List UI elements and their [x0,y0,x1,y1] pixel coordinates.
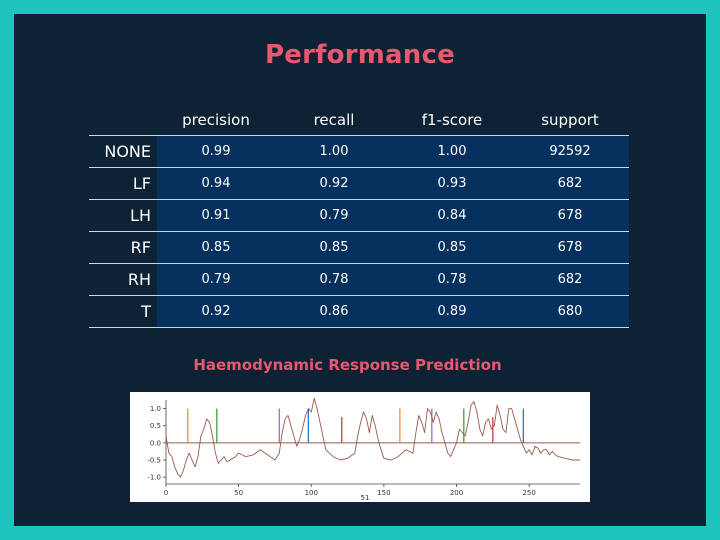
row-label: RF [130,238,151,257]
cell-f1-score: 1.00 [393,135,511,168]
cell-precision: 0.85 [157,231,275,264]
prediction-chart-svg: 1.0 0.5 0.0 -0.5 -1.00 50 100 150 200 250 51 [147,397,580,502]
slide-title: Performance [265,40,455,70]
table-row: LH 0.91 0.79 0.84 678 [89,199,629,232]
cell-support: 682 [511,167,629,200]
table-corner [89,104,157,136]
cell-f1-score: 0.85 [393,231,511,264]
cell-recall: 0.86 [275,295,393,328]
cell-support: 682 [511,263,629,296]
column-header-f1-score: f1-score [421,110,483,129]
column-header-precision: precision [182,110,250,129]
row-label: LH [130,206,151,225]
chart-subtitle: Haemodynamic Response Prediction [193,356,502,374]
x-tick-label: 200 [450,489,463,497]
cell-support: 680 [511,295,629,328]
cell-recall: 0.85 [275,231,393,264]
table-row: RF 0.85 0.85 0.85 678 [89,231,629,264]
cell-precision: 0.94 [157,167,275,200]
cell-precision: 0.99 [157,135,275,168]
cell-f1-score: 0.84 [393,199,511,232]
cell-f1-score: 0.78 [393,263,511,296]
x-tick-label: 0 [164,489,168,497]
y-tick-label: 1.0 [150,405,161,413]
y-tick-label: -0.5 [147,457,161,465]
cell-recall: 0.79 [275,199,393,232]
y-tick-label: -1.0 [147,474,161,482]
cell-support: 678 [511,199,629,232]
prediction-chart: 1.0 0.5 0.0 -0.5 -1.0 0 50 100 150 200 250 51 [130,392,590,502]
table-row: LF 0.94 0.92 0.93 682 [89,167,629,200]
cell-f1-score: 0.89 [393,295,511,328]
table-row: T 0.92 0.86 0.89 680 [89,295,629,328]
cell-recall: 0.92 [275,167,393,200]
row-label: LF [132,174,151,193]
x-tick-label: 100 [305,489,318,497]
cell-f1-score: 0.93 [393,167,511,200]
column-header-recall: recall [313,110,355,129]
performance-table: precision recall f1-score support NONE 0… [89,104,629,328]
x-tick-label: 150 [377,489,390,497]
cell-support: 92592 [511,135,629,168]
cell-precision: 0.79 [157,263,275,296]
cell-recall: 0.78 [275,263,393,296]
x-tick-label: 50 [234,489,243,497]
x-axis-label: 51 [361,494,370,502]
table-header-row: precision recall f1-score support [89,104,629,136]
y-tick-label: 0.0 [150,439,161,447]
row-label: RH [127,270,151,289]
row-label: T [141,302,151,321]
cell-precision: 0.91 [157,199,275,232]
table-row: RH 0.79 0.78 0.78 682 [89,263,629,296]
row-label: NONE [104,142,151,161]
x-tick-label: 250 [522,489,535,497]
table-row: NONE 0.99 1.00 1.00 92592 [89,135,629,168]
signal-series-line [165,397,580,478]
cell-recall: 1.00 [275,135,393,168]
y-tick-label: 0.5 [150,422,161,430]
cell-support: 678 [511,231,629,264]
column-header-support: support [541,110,599,129]
cell-precision: 0.92 [157,295,275,328]
